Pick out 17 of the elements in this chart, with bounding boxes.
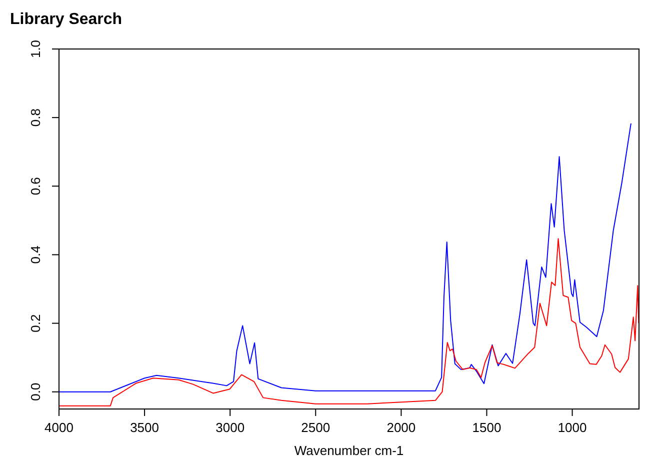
- y-tick-label: 0.2: [28, 314, 43, 332]
- y-tick-label: 0.4: [28, 246, 43, 264]
- line-series: [59, 122, 632, 392]
- x-tick-label: 2500: [301, 420, 330, 435]
- x-tick-label: 1500: [472, 420, 502, 435]
- line-series: [59, 238, 639, 406]
- x-axis-title: Wavenumber cm-1: [294, 443, 404, 458]
- y-tick-label: 0.6: [28, 177, 43, 196]
- y-tick-label: 0.8: [28, 108, 43, 127]
- x-tick-label: 3000: [216, 420, 245, 435]
- x-tick-label: 1000: [558, 420, 587, 435]
- chart-title: Library Search: [10, 11, 122, 28]
- x-tick-label: 2000: [386, 420, 416, 435]
- y-tick-label: 0.0: [28, 382, 43, 401]
- x-tick-label: 3500: [130, 420, 160, 435]
- y-tick-label: 1.0: [28, 40, 43, 58]
- x-tick-label: 4000: [44, 420, 74, 435]
